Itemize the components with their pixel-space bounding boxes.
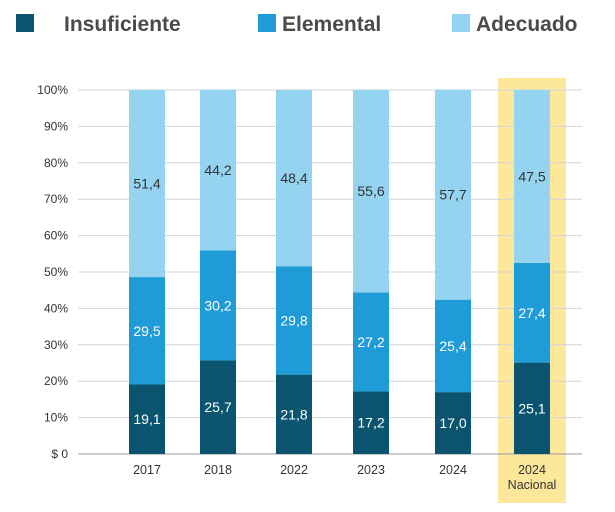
x-tick-label-2024-nacional: 2024 Nacional <box>508 463 557 492</box>
value-label-adecuado-2018: 44,2 <box>204 162 231 178</box>
bar-insuficiente-2023 <box>353 391 389 454</box>
bar-adecuado-2017 <box>129 90 165 278</box>
bar-insuficiente-2024 <box>435 392 471 454</box>
value-label-adecuado-2024: 57,7 <box>439 187 466 203</box>
y-tick-label-0: $ 0 <box>51 447 68 461</box>
value-label-insuficiente-2024-nacional: 25,1 <box>518 400 545 416</box>
y-tick-label-6: 60% <box>44 229 68 243</box>
bar-elemental-2024-nacional <box>514 262 550 363</box>
y-tick-label-10: 100% <box>37 83 68 97</box>
y-tick-label-2: 20% <box>44 374 68 388</box>
value-label-insuficiente-2017: 19,1 <box>133 411 160 427</box>
value-label-adecuado-2024-nacional: 47,5 <box>518 168 545 184</box>
x-tick-label-2017: 2017 <box>133 463 161 477</box>
value-label-adecuado-2022: 48,4 <box>280 170 307 186</box>
bar-insuficiente-2024-nacional <box>514 362 550 454</box>
value-label-elemental-2024-nacional: 27,4 <box>518 305 545 321</box>
value-label-adecuado-2023: 55,6 <box>357 183 384 199</box>
value-label-adecuado-2017: 51,4 <box>133 176 160 192</box>
legend-label-adecuado: Adecuado <box>476 13 578 36</box>
x-tick-label-2024: 2024 <box>439 463 467 477</box>
bar-adecuado-2024 <box>435 89 471 300</box>
value-label-elemental-2023: 27,2 <box>357 334 384 350</box>
bar-elemental-2024 <box>435 299 471 393</box>
x-tick-label-2018: 2018 <box>204 463 232 477</box>
bar-adecuado-2018 <box>200 89 236 251</box>
bar-elemental-2023 <box>353 292 389 392</box>
bar-elemental-2017 <box>129 277 165 385</box>
bar-insuficiente-2017 <box>129 384 165 454</box>
x-axis: 2017 2018 2022 2023 2024 2024 Nacional <box>133 463 556 492</box>
y-tick-label-1: 10% <box>44 411 68 425</box>
legend-swatch-adecuado <box>452 14 470 32</box>
legend-label-insuficiente: Insuficiente <box>64 13 181 36</box>
legend-swatch-insuficiente <box>16 14 34 32</box>
y-tick-label-9: 90% <box>44 119 68 133</box>
bars: 19,1 29,5 51,4 25,7 30,2 44,2 21,8 29,8 48,4 17,2… <box>129 89 550 454</box>
value-label-elemental-2024: 25,4 <box>439 338 466 354</box>
value-label-elemental-2022: 29,8 <box>280 312 307 328</box>
y-tick-label-3: 30% <box>44 338 68 352</box>
legend: Insuficiente Elemental Adecuado <box>16 13 578 36</box>
value-label-insuficiente-2018: 25,7 <box>204 399 231 415</box>
y-tick-label-7: 70% <box>44 192 68 206</box>
value-label-elemental-2017: 29,5 <box>133 323 160 339</box>
y-tick-label-8: 80% <box>44 156 68 170</box>
bar-elemental-2022 <box>276 266 312 375</box>
x-tick-label-2023: 2023 <box>357 463 385 477</box>
y-tick-label-4: 40% <box>44 301 68 315</box>
legend-label-elemental: Elemental <box>282 13 381 36</box>
bar-insuficiente-2018 <box>200 360 236 454</box>
bar-elemental-2018 <box>200 250 236 361</box>
value-label-insuficiente-2022: 21,8 <box>280 406 307 422</box>
x-tick-label-2022: 2022 <box>280 463 308 477</box>
legend-swatch-elemental <box>258 14 276 32</box>
bar-adecuado-2023 <box>353 90 389 293</box>
bar-adecuado-2022 <box>276 90 312 267</box>
bar-adecuado-2024-nacional <box>514 90 550 263</box>
value-label-insuficiente-2024: 17,0 <box>439 415 466 431</box>
bar-insuficiente-2022 <box>276 374 312 454</box>
value-label-insuficiente-2023: 17,2 <box>357 415 384 431</box>
value-label-elemental-2018: 30,2 <box>204 297 231 313</box>
y-tick-label-5: 50% <box>44 265 68 279</box>
y-axis: $ 0 10% 20% 30% 40% 50% 60% 70% 80% 90% 100% <box>37 83 68 461</box>
